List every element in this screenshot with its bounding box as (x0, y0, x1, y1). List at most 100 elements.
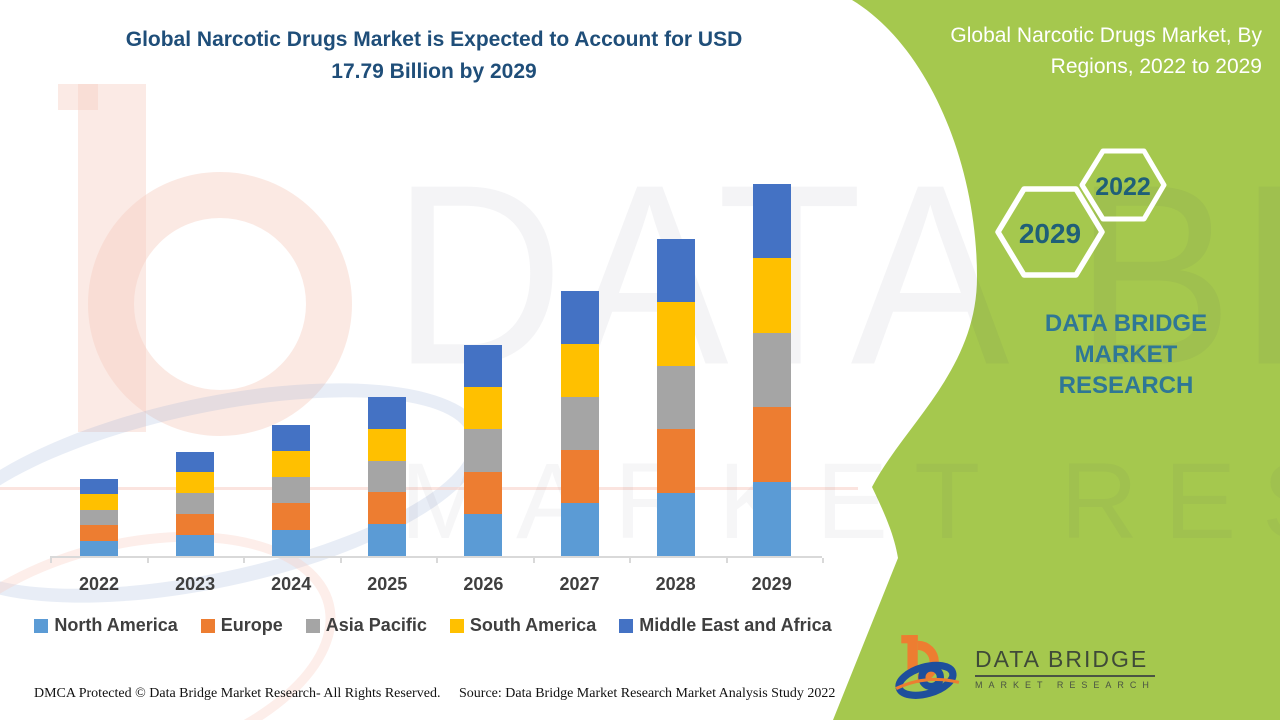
x-axis-tick (822, 558, 824, 563)
x-axis-label-2027: 2027 (559, 574, 600, 594)
bar-2023 (176, 451, 215, 556)
side-panel-title: Global Narcotic Drugs Market, By Regions… (832, 20, 1262, 82)
bar-segment-2024-north-america (272, 529, 311, 556)
bar-segment-2025-north-america (368, 524, 407, 556)
bar-2027 (560, 290, 599, 556)
dmca-notice: DMCA Protected © Data Bridge Market Rese… (34, 686, 441, 701)
x-axis-label-2028: 2028 (655, 574, 696, 594)
bar-segment-2027-north-america (560, 502, 599, 556)
x-axis-label-2025: 2025 (367, 574, 408, 594)
bar-segment-2026-middle-east-and-africa (464, 345, 503, 388)
bar-segment-2024-middle-east-and-africa (272, 424, 311, 451)
bar-segment-2028-europe (656, 429, 695, 493)
bar-segment-2022-south-america (80, 494, 118, 510)
bar-segment-2027-middle-east-and-africa (560, 290, 599, 344)
legend-item-europe: Europe (200, 615, 283, 636)
bar-segment-2023-europe (176, 514, 215, 536)
x-axis-label-2026: 2026 (463, 574, 504, 594)
bar-segment-2023-south-america (176, 472, 215, 494)
bar-2028 (656, 238, 695, 556)
x-axis-tick (243, 558, 245, 563)
x-axis-line (50, 556, 822, 558)
bar-segment-2022-north-america (80, 540, 118, 556)
bar-segment-2025-south-america (368, 428, 407, 461)
watermark-text-line2: MARKET RESEARCH (400, 440, 1280, 561)
chart-legend: North America Europe Asia Pacific South Ame… (0, 615, 866, 636)
hexagon-2022 (1079, 148, 1167, 222)
legend-label: Europe (220, 615, 283, 635)
legend-label: South America (469, 615, 597, 635)
bar-segment-2029-south-america (752, 258, 791, 333)
source-notice: Source: Data Bridge Market Research Mark… (459, 686, 836, 701)
bar-segment-2029-asia-pacific (752, 332, 791, 408)
hexagon-2029 (995, 186, 1105, 278)
hexagon-2022-label: 2022 (1095, 173, 1151, 201)
watermark-line-pink (0, 487, 858, 490)
watermark-logo-serif (58, 84, 98, 110)
legend-swatch (200, 618, 215, 633)
x-axis-tick (629, 558, 631, 563)
x-axis-tick (339, 558, 342, 563)
bar-segment-2024-asia-pacific (272, 477, 311, 504)
bar-segment-2029-middle-east-and-africa (752, 184, 791, 259)
company-logo-subtitle: MARKET RESEARCH (975, 680, 1155, 690)
legend-swatch (34, 618, 49, 633)
x-axis-tick (436, 558, 438, 563)
x-axis-tick (146, 558, 149, 563)
bar-segment-2023-middle-east-and-africa (176, 451, 215, 473)
brand-wordmark-line2: RESEARCH (1058, 372, 1194, 399)
legend-label: Asia Pacific (325, 615, 427, 635)
legend-label: Middle East and Africa (639, 615, 832, 635)
bar-segment-2023-north-america (176, 535, 215, 556)
company-logo-icon (895, 635, 960, 699)
bar-segment-2024-europe (272, 503, 311, 530)
bar-2026 (464, 345, 503, 556)
bar-segment-2022-asia-pacific (80, 509, 118, 525)
bar-segment-2027-south-america (560, 343, 599, 397)
company-logo-text: DATA BRIDGE MARKET RESEARCH (975, 646, 1155, 690)
x-axis-label-2029: 2029 (751, 574, 792, 594)
bar-segment-2028-north-america (656, 492, 695, 556)
x-axis-tick (532, 558, 535, 563)
bar-2029 (752, 184, 791, 556)
bar-segment-2026-europe (464, 471, 503, 514)
x-axis-tick (50, 558, 52, 563)
bar-segment-2022-middle-east-and-africa (80, 478, 118, 494)
legend-swatch (449, 618, 464, 633)
bar-segment-2029-europe (752, 407, 791, 482)
page-title: Global Narcotic Drugs Market is Expected… (28, 24, 840, 88)
company-logo-title: DATA BRIDGE (975, 646, 1155, 677)
legend-item-south-america: South America (449, 615, 597, 636)
page-title-line2: 17.79 Billion by 2029 (331, 60, 537, 83)
brand-wordmark-line1: DATA BRIDGE MARKET (1044, 310, 1208, 368)
x-axis-label-2023: 2023 (175, 574, 216, 594)
bar-segment-2026-north-america (464, 513, 503, 556)
hexagon-2029-label: 2029 (1019, 218, 1081, 249)
bar-segment-2026-asia-pacific (464, 429, 503, 472)
bar-segment-2027-asia-pacific (560, 396, 599, 450)
legend-swatch (305, 618, 320, 633)
bar-segment-2023-asia-pacific (176, 493, 215, 515)
x-axis-label-2024: 2024 (271, 574, 312, 594)
legend-swatch (619, 618, 634, 633)
page-title-line1: Global Narcotic Drugs Market is Expected… (125, 28, 743, 51)
company-logo: DATA BRIDGE MARKET RESEARCH (891, 632, 1155, 704)
x-axis-label-2022: 2022 (78, 574, 120, 594)
bar-segment-2026-south-america (464, 387, 503, 430)
brand-wordmark: DATA BRIDGE MARKET RESEARCH (1003, 308, 1249, 401)
bar-segment-2027-europe (560, 449, 599, 503)
legend-item-north-america: North America (34, 615, 178, 636)
bar-segment-2022-europe (80, 525, 118, 541)
legend-item-asia-pacific: Asia Pacific (305, 615, 427, 636)
bar-2022 (80, 478, 118, 556)
bar-segment-2025-europe (368, 492, 407, 525)
bar-segment-2025-middle-east-and-africa (368, 397, 407, 429)
side-panel-title-line2: Regions, 2022 to 2029 (1050, 55, 1262, 78)
bar-2024 (272, 424, 311, 556)
legend-item-middle-east-and-africa: Middle East and Africa (619, 615, 832, 636)
bar-segment-2025-asia-pacific (368, 460, 407, 493)
x-axis-tick (725, 558, 728, 563)
bar-segment-2028-south-america (656, 302, 695, 366)
